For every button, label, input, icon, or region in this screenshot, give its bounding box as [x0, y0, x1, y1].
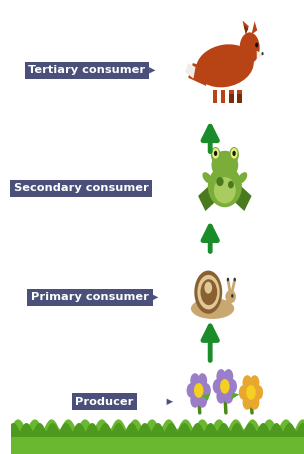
Circle shape	[204, 282, 212, 294]
Circle shape	[211, 147, 220, 162]
Polygon shape	[244, 25, 248, 34]
Polygon shape	[257, 51, 264, 59]
Circle shape	[214, 151, 217, 156]
Circle shape	[250, 395, 259, 410]
Circle shape	[198, 373, 207, 388]
Circle shape	[198, 393, 207, 408]
Circle shape	[243, 375, 252, 390]
Ellipse shape	[225, 290, 236, 303]
Circle shape	[227, 379, 237, 394]
Circle shape	[187, 383, 196, 398]
Circle shape	[224, 369, 233, 384]
Circle shape	[203, 283, 215, 301]
Circle shape	[194, 383, 203, 398]
Circle shape	[261, 52, 264, 55]
Circle shape	[231, 294, 233, 298]
Polygon shape	[237, 94, 242, 103]
Ellipse shape	[196, 44, 254, 87]
Circle shape	[208, 289, 212, 295]
Circle shape	[232, 151, 236, 156]
Polygon shape	[213, 90, 217, 103]
Circle shape	[233, 278, 236, 281]
Circle shape	[220, 379, 230, 394]
Ellipse shape	[216, 177, 224, 186]
Circle shape	[200, 279, 217, 305]
Circle shape	[255, 43, 258, 48]
Polygon shape	[221, 90, 225, 103]
Circle shape	[194, 271, 222, 314]
Ellipse shape	[214, 177, 236, 203]
Circle shape	[190, 373, 200, 388]
Circle shape	[197, 275, 220, 310]
Circle shape	[240, 32, 260, 64]
Circle shape	[213, 379, 222, 394]
Polygon shape	[231, 392, 239, 400]
Text: Tertiary consumer: Tertiary consumer	[29, 65, 146, 75]
Ellipse shape	[228, 181, 234, 188]
Circle shape	[254, 385, 263, 400]
Polygon shape	[243, 20, 249, 35]
Circle shape	[190, 393, 200, 408]
Circle shape	[216, 389, 226, 404]
Polygon shape	[229, 90, 234, 103]
Polygon shape	[251, 21, 257, 35]
Circle shape	[224, 389, 233, 404]
Polygon shape	[188, 63, 209, 86]
Text: Producer: Producer	[75, 397, 134, 407]
Ellipse shape	[208, 166, 242, 207]
Ellipse shape	[212, 151, 238, 179]
Text: Primary consumer: Primary consumer	[31, 292, 149, 302]
Ellipse shape	[191, 298, 234, 319]
Ellipse shape	[237, 172, 247, 183]
Polygon shape	[237, 90, 242, 103]
Circle shape	[216, 369, 226, 384]
Circle shape	[243, 395, 252, 410]
Circle shape	[229, 147, 239, 162]
Polygon shape	[232, 185, 252, 211]
Circle shape	[231, 148, 237, 158]
Circle shape	[212, 148, 219, 158]
Circle shape	[227, 278, 229, 281]
Circle shape	[239, 385, 248, 400]
Circle shape	[250, 375, 259, 390]
Circle shape	[206, 286, 213, 298]
Polygon shape	[229, 94, 234, 103]
Text: Secondary consumer: Secondary consumer	[14, 183, 149, 193]
Circle shape	[201, 383, 211, 398]
Polygon shape	[201, 394, 210, 400]
Polygon shape	[185, 63, 195, 79]
Circle shape	[246, 385, 256, 400]
Polygon shape	[198, 185, 218, 211]
Ellipse shape	[202, 172, 212, 183]
